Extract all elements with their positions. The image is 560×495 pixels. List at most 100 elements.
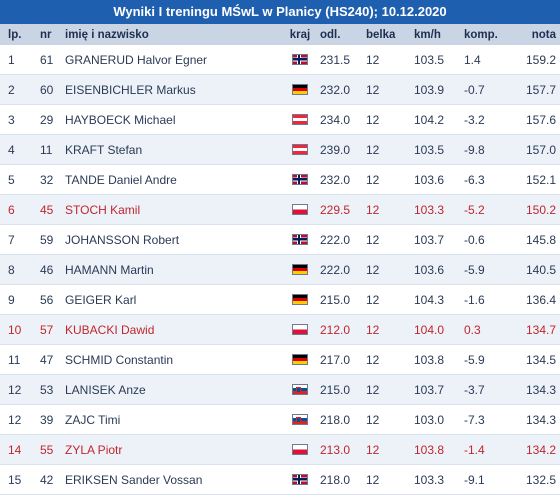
cell-odl: 234.0 bbox=[320, 112, 351, 127]
cell-nota: 134.7 bbox=[525, 322, 556, 337]
cell-kraj bbox=[280, 354, 320, 365]
cell-kraj bbox=[280, 474, 320, 485]
header-lp: lp. bbox=[8, 28, 22, 41]
cell-nota: 157.6 bbox=[525, 112, 556, 127]
cell-belka: 12 bbox=[366, 52, 380, 67]
cell-komp: -5.2 bbox=[464, 202, 485, 217]
cell-odl: 212.0 bbox=[320, 322, 351, 337]
cell-kmh: 103.3 bbox=[414, 202, 445, 217]
cell-komp: -5.9 bbox=[464, 352, 485, 367]
cell-name: EISENBICHLER Markus bbox=[65, 82, 196, 97]
header-belka: belka bbox=[366, 28, 396, 41]
cell-nota: 159.2 bbox=[525, 52, 556, 67]
cell-kmh: 103.6 bbox=[414, 172, 445, 187]
cell-belka: 12 bbox=[366, 352, 380, 367]
cell-kmh: 104.0 bbox=[414, 322, 445, 337]
poland-flag-icon bbox=[292, 324, 308, 335]
header-kraj: kraj bbox=[289, 28, 311, 41]
table-row: 6 45 STOCH Kamil 229.5 12 103.3 -5.2 150.2 bbox=[0, 195, 560, 225]
cell-lp: 12 bbox=[8, 382, 22, 397]
cell-kraj bbox=[280, 174, 320, 185]
cell-odl: 222.0 bbox=[320, 262, 351, 277]
poland-flag-icon bbox=[292, 444, 308, 455]
cell-kraj bbox=[280, 204, 320, 215]
cell-odl: 213.0 bbox=[320, 442, 351, 457]
cell-lp: 11 bbox=[8, 352, 21, 367]
cell-kraj bbox=[280, 144, 320, 155]
cell-name: ERIKSEN Sander Vossan bbox=[65, 472, 203, 487]
cell-kmh: 104.2 bbox=[414, 112, 445, 127]
germany-flag-icon bbox=[292, 294, 308, 305]
cell-kmh: 103.7 bbox=[414, 382, 445, 397]
cell-nr: 29 bbox=[40, 112, 54, 127]
cell-nr: 11 bbox=[40, 142, 53, 157]
cell-komp: -0.6 bbox=[464, 232, 485, 247]
norway-flag-icon bbox=[292, 234, 308, 245]
header-nr: nr bbox=[40, 28, 52, 41]
norway-flag-icon bbox=[292, 174, 308, 185]
cell-lp: 12 bbox=[8, 412, 22, 427]
cell-nr: 53 bbox=[40, 382, 54, 397]
cell-kmh: 103.8 bbox=[414, 442, 445, 457]
cell-belka: 12 bbox=[366, 142, 380, 157]
table-row: 5 32 TANDE Daniel Andre 232.0 12 103.6 -6.3 152… bbox=[0, 165, 560, 195]
cell-odl: 218.0 bbox=[320, 412, 351, 427]
cell-nr: 47 bbox=[40, 352, 54, 367]
cell-odl: 215.0 bbox=[320, 382, 351, 397]
cell-nota: 140.5 bbox=[525, 262, 556, 277]
cell-odl: 215.0 bbox=[320, 292, 351, 307]
cell-name: GRANERUD Halvor Egner bbox=[65, 52, 208, 67]
cell-belka: 12 bbox=[366, 82, 380, 97]
cell-kraj bbox=[280, 444, 320, 455]
cell-kraj bbox=[280, 234, 320, 245]
cell-belka: 12 bbox=[366, 292, 380, 307]
table-row: 4 11 KRAFT Stefan 239.0 12 103.5 -9.8 157.0 bbox=[0, 135, 560, 165]
cell-nota: 152.1 bbox=[525, 172, 556, 187]
cell-kmh: 103.9 bbox=[414, 82, 445, 97]
cell-lp: 14 bbox=[8, 442, 22, 457]
cell-kraj bbox=[280, 264, 320, 275]
cell-kmh: 103.3 bbox=[414, 472, 445, 487]
cell-kmh: 103.5 bbox=[414, 142, 445, 157]
cell-belka: 12 bbox=[366, 202, 380, 217]
table-row: 12 53 LANISEK Anze 215.0 12 103.7 -3.7 134.3 bbox=[0, 375, 560, 405]
cell-name: HAMANN Martin bbox=[65, 262, 154, 277]
table-row: 9 56 GEIGER Karl 215.0 12 104.3 -1.6 136.4 bbox=[0, 285, 560, 315]
cell-lp: 5 bbox=[8, 172, 15, 187]
table-row: 8 46 HAMANN Martin 222.0 12 103.6 -5.9 140.5 bbox=[0, 255, 560, 285]
cell-name: HAYBOECK Michael bbox=[65, 112, 176, 127]
cell-kraj bbox=[280, 414, 320, 425]
table-row: 3 29 HAYBOECK Michael 234.0 12 104.2 -3.2 157.6 bbox=[0, 105, 560, 135]
cell-lp: 9 bbox=[8, 292, 15, 307]
cell-komp: 1.4 bbox=[464, 52, 481, 67]
cell-komp: -6.3 bbox=[464, 172, 485, 187]
cell-nota: 136.4 bbox=[525, 292, 556, 307]
header-odl: odl. bbox=[320, 28, 341, 41]
cell-odl: 229.5 bbox=[320, 202, 351, 217]
cell-belka: 12 bbox=[366, 322, 380, 337]
cell-komp: -9.8 bbox=[464, 142, 485, 157]
norway-flag-icon bbox=[292, 474, 308, 485]
cell-lp: 15 bbox=[8, 472, 22, 487]
cell-name: JOHANSSON Robert bbox=[65, 232, 180, 247]
austria-flag-icon bbox=[292, 114, 308, 125]
cell-komp: -0.7 bbox=[464, 82, 485, 97]
table-row: 11 47 SCHMID Constantin 217.0 12 103.8 -5.9 134… bbox=[0, 345, 560, 375]
germany-flag-icon bbox=[292, 354, 308, 365]
cell-odl: 222.0 bbox=[320, 232, 351, 247]
germany-flag-icon bbox=[292, 264, 308, 275]
cell-odl: 232.0 bbox=[320, 82, 351, 97]
cell-kmh: 103.6 bbox=[414, 262, 445, 277]
cell-nota: 145.8 bbox=[525, 232, 556, 247]
cell-name: KUBACKI Dawid bbox=[65, 322, 155, 337]
cell-komp: -5.9 bbox=[464, 262, 485, 277]
cell-belka: 12 bbox=[366, 172, 380, 187]
table-title: Wyniki I treningu MŚwL w Planicy (HS240)… bbox=[0, 0, 560, 24]
cell-nota: 150.2 bbox=[525, 202, 556, 217]
poland-flag-icon bbox=[292, 204, 308, 215]
cell-nr: 32 bbox=[40, 172, 54, 187]
cell-nr: 39 bbox=[40, 412, 54, 427]
cell-name: STOCH Kamil bbox=[65, 202, 141, 217]
cell-nota: 157.0 bbox=[525, 142, 556, 157]
